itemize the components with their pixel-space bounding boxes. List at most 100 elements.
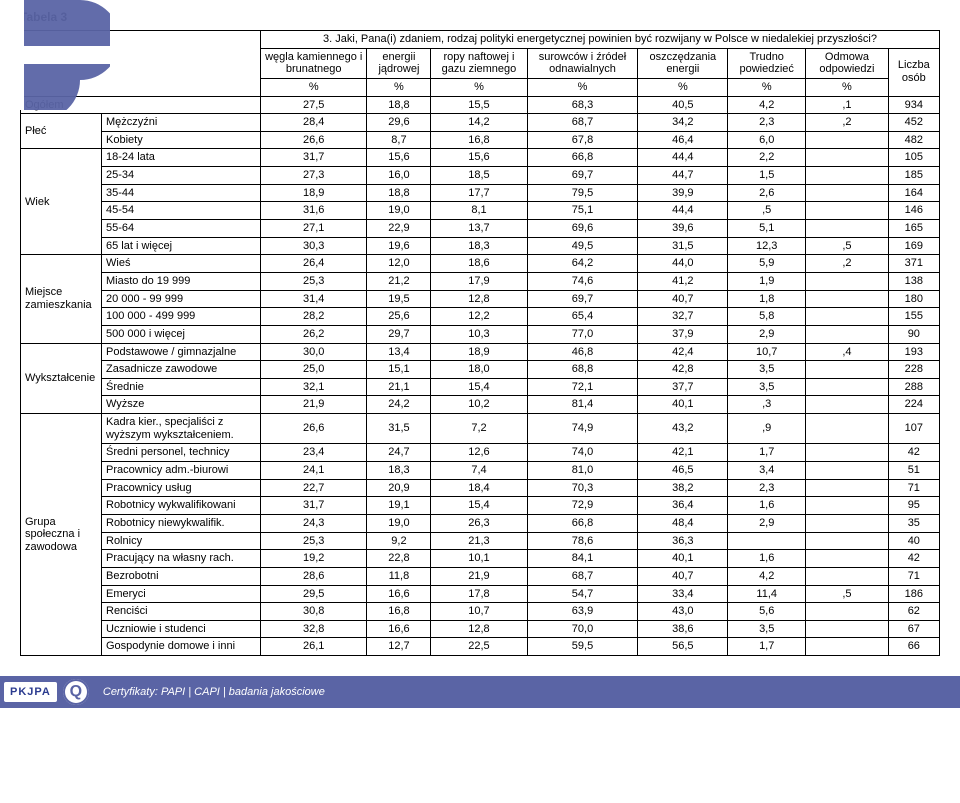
data-cell: 1,8	[728, 290, 806, 308]
data-cell: 40,5	[638, 96, 728, 114]
data-cell: 5,6	[728, 603, 806, 621]
table-row: Wyższe21,924,210,281,440,1,3224	[21, 396, 940, 414]
data-cell: 7,2	[431, 414, 527, 444]
data-cell	[806, 514, 888, 532]
data-cell: ,9	[728, 414, 806, 444]
stub-group: Grupa społeczna i zawodowa	[21, 414, 102, 656]
data-cell	[806, 378, 888, 396]
data-cell: 26,6	[261, 131, 367, 149]
table-row: Ogółem27,518,815,568,340,54,2,1934	[21, 96, 940, 114]
data-cell: 2,3	[728, 479, 806, 497]
data-cell: 8,7	[367, 131, 431, 149]
data-cell: 28,2	[261, 308, 367, 326]
data-cell: 72,9	[527, 497, 638, 515]
table-row: PłećMężczyźni28,429,614,268,734,22,3,245…	[21, 114, 940, 132]
data-cell: 105	[888, 149, 939, 167]
data-cell: 8,1	[431, 202, 527, 220]
data-cell: 32,1	[261, 378, 367, 396]
data-cell: 138	[888, 272, 939, 290]
data-cell: 3,5	[728, 378, 806, 396]
data-cell: 20,9	[367, 479, 431, 497]
data-cell: 5,1	[728, 220, 806, 238]
data-cell: 18,0	[431, 361, 527, 379]
data-cell: 1,7	[728, 638, 806, 656]
data-cell: 19,0	[367, 514, 431, 532]
stub-label: 35-44	[102, 184, 261, 202]
data-cell: 22,9	[367, 220, 431, 238]
data-cell: 10,7	[431, 603, 527, 621]
table-row: Średni personel, technicy23,424,712,674,…	[21, 444, 940, 462]
stub-label: Średnie	[102, 378, 261, 396]
stub-label: Podstawowe / gimnazjalne	[102, 343, 261, 361]
data-cell: 65,4	[527, 308, 638, 326]
table-row: Gospodynie domowe i inni26,112,722,559,5…	[21, 638, 940, 656]
data-cell: 26,3	[431, 514, 527, 532]
stub-label: Pracownicy adm.-biurowi	[102, 462, 261, 480]
data-cell: 44,4	[638, 149, 728, 167]
logo-mark	[0, 0, 110, 110]
data-cell: ,1	[806, 96, 888, 114]
data-cell	[806, 603, 888, 621]
data-cell: 43,0	[638, 603, 728, 621]
data-cell: 63,9	[527, 603, 638, 621]
stub-label: Kadra kier., specjaliści z wyższym wyksz…	[102, 414, 261, 444]
data-cell: 1,6	[728, 497, 806, 515]
data-cell: 27,1	[261, 220, 367, 238]
stub-label: Zasadnicze zawodowe	[102, 361, 261, 379]
data-cell	[728, 532, 806, 550]
data-cell: 56,5	[638, 638, 728, 656]
data-cell	[806, 325, 888, 343]
data-cell: 288	[888, 378, 939, 396]
data-cell: 26,1	[261, 638, 367, 656]
data-cell: 31,6	[261, 202, 367, 220]
column-header: oszczędzania energii	[638, 48, 728, 78]
data-cell: 19,0	[367, 202, 431, 220]
data-cell: 75,1	[527, 202, 638, 220]
data-cell: 28,4	[261, 114, 367, 132]
data-cell: 18,3	[367, 462, 431, 480]
data-cell: 12,7	[367, 638, 431, 656]
data-cell: 69,7	[527, 290, 638, 308]
data-cell: 1,5	[728, 167, 806, 185]
data-cell	[806, 567, 888, 585]
data-cell: 39,6	[638, 220, 728, 238]
data-cell: 68,8	[527, 361, 638, 379]
data-cell: 21,2	[367, 272, 431, 290]
data-cell: 3,5	[728, 620, 806, 638]
data-cell: 13,7	[431, 220, 527, 238]
stub-label: 65 lat i więcej	[102, 237, 261, 255]
percent-header: %	[527, 78, 638, 96]
data-cell: 18,3	[431, 237, 527, 255]
data-cell: 74,6	[527, 272, 638, 290]
stub-group: Wiek	[21, 149, 102, 255]
stub-label: 55-64	[102, 220, 261, 238]
table-row: 55-6427,122,913,769,639,65,1165	[21, 220, 940, 238]
data-cell: 49,5	[527, 237, 638, 255]
table-row: 20 000 - 99 99931,419,512,869,740,71,818…	[21, 290, 940, 308]
table-row: 500 000 i więcej26,229,710,377,037,92,99…	[21, 325, 940, 343]
data-cell: 36,4	[638, 497, 728, 515]
data-cell: 29,6	[367, 114, 431, 132]
data-cell: 37,7	[638, 378, 728, 396]
data-cell: 15,1	[367, 361, 431, 379]
data-cell: 2,2	[728, 149, 806, 167]
data-cell: 42	[888, 550, 939, 568]
data-cell: 26,6	[261, 414, 367, 444]
data-cell: 3,5	[728, 361, 806, 379]
data-cell: 11,4	[728, 585, 806, 603]
data-cell: 15,6	[367, 149, 431, 167]
data-cell: 1,9	[728, 272, 806, 290]
data-cell: 41,2	[638, 272, 728, 290]
data-cell: 28,6	[261, 567, 367, 585]
table-row: Średnie32,121,115,472,137,73,5288	[21, 378, 940, 396]
data-cell: 70,0	[527, 620, 638, 638]
column-header: węgla kamiennego i brunatnego	[261, 48, 367, 78]
data-cell: 22,5	[431, 638, 527, 656]
data-cell: 18,4	[431, 479, 527, 497]
data-cell: 19,2	[261, 550, 367, 568]
table-row: 100 000 - 499 99928,225,612,265,432,75,8…	[21, 308, 940, 326]
data-cell: 67,8	[527, 131, 638, 149]
data-cell: 10,3	[431, 325, 527, 343]
data-cell: 26,2	[261, 325, 367, 343]
percent-header: %	[638, 78, 728, 96]
